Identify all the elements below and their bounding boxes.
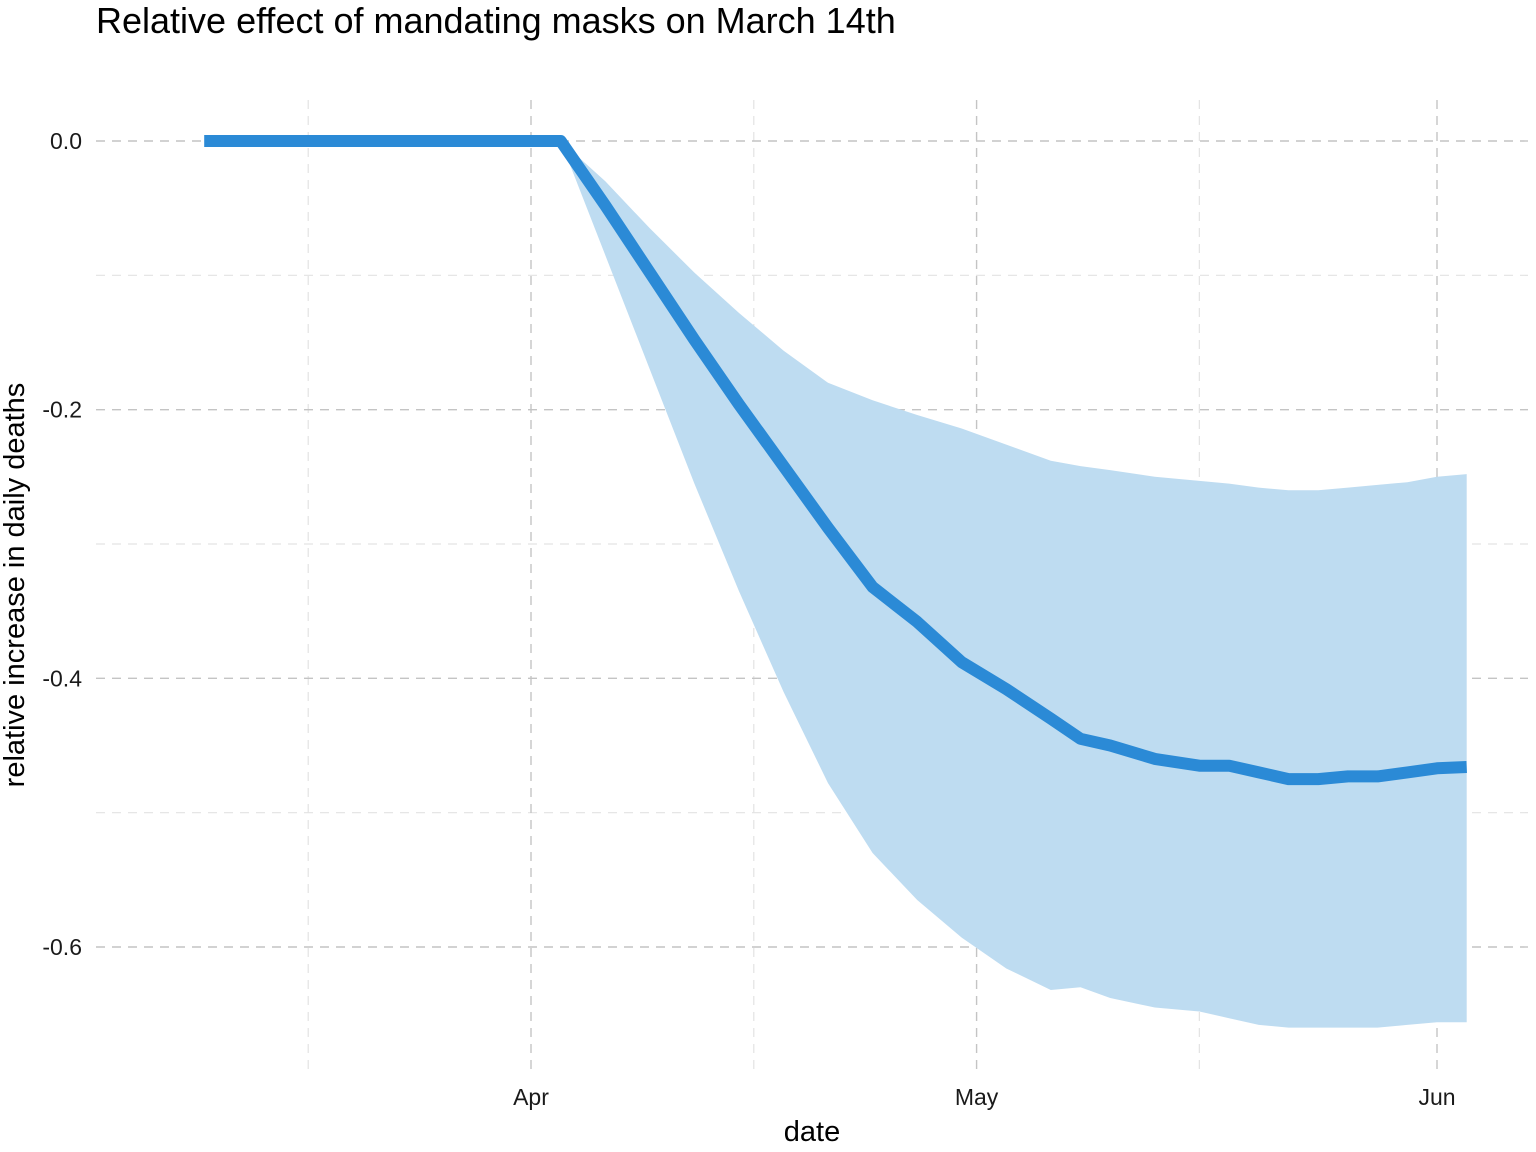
- effect-line: [204, 135, 1467, 786]
- y-tick-label: -0.4: [42, 665, 82, 691]
- chart-title: Relative effect of mandating masks on Ma…: [96, 0, 896, 41]
- y-tick-label: -0.2: [42, 397, 82, 423]
- y-tick-label: -0.6: [42, 934, 82, 960]
- y-axis-title: relative increase in daily deaths: [0, 383, 31, 788]
- y-tick-label: 0.0: [50, 128, 82, 154]
- x-tick-label: Apr: [513, 1084, 549, 1110]
- x-tick-label: May: [955, 1084, 999, 1110]
- confidence-band: [204, 141, 1467, 1028]
- x-tick-label: Jun: [1418, 1084, 1455, 1110]
- x-axis-title: date: [784, 1116, 840, 1148]
